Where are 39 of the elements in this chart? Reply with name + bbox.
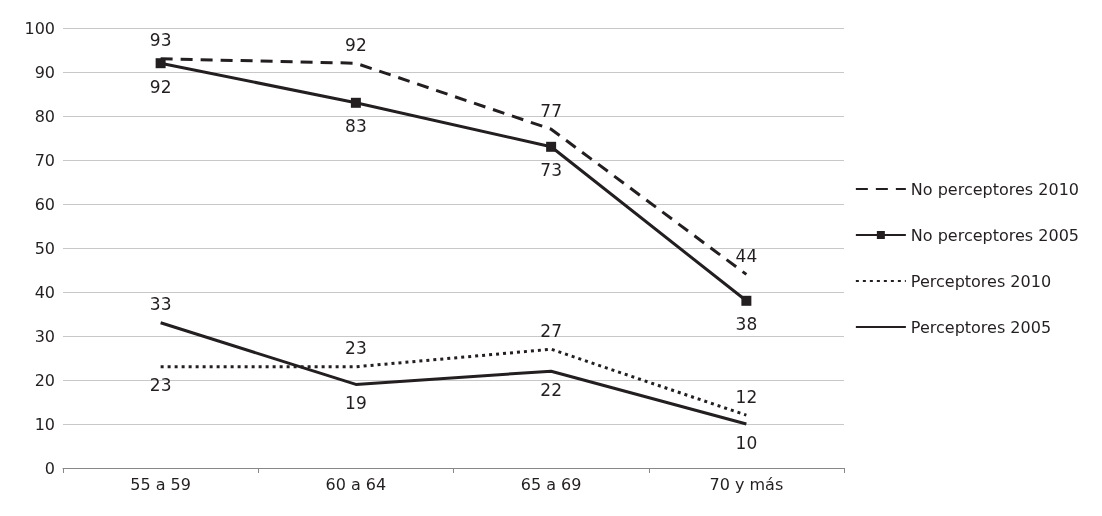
y-tick-label: 10 bbox=[34, 414, 55, 434]
y-tick-label: 70 bbox=[34, 150, 55, 170]
y-tick-label: 100 bbox=[24, 18, 55, 38]
data-label: 23 bbox=[149, 375, 172, 396]
y-tick-label: 90 bbox=[34, 62, 55, 82]
y-tick-label: 50 bbox=[34, 238, 55, 258]
y-tick-label: 80 bbox=[34, 106, 55, 126]
x-tick-label: 55 a 59 bbox=[130, 474, 191, 494]
y-tick-label: 30 bbox=[34, 326, 55, 346]
x-tick-label: 60 a 64 bbox=[325, 474, 387, 494]
data-label: 77 bbox=[540, 100, 562, 121]
y-tick-label: 20 bbox=[34, 370, 55, 390]
point bbox=[546, 141, 557, 152]
point bbox=[155, 58, 166, 69]
y-tick-label: 40 bbox=[34, 282, 55, 302]
data-label: 73 bbox=[540, 160, 562, 181]
data-label: 27 bbox=[540, 320, 562, 341]
point bbox=[350, 97, 361, 108]
point bbox=[741, 295, 752, 306]
data-label: 92 bbox=[149, 76, 172, 97]
data-label: 19 bbox=[345, 392, 367, 413]
data-label: 38 bbox=[735, 314, 758, 335]
y-tick-label: 0 bbox=[44, 458, 55, 478]
legend-label: No perceptores 2010 bbox=[910, 179, 1079, 199]
data-label: 22 bbox=[540, 379, 562, 400]
data-label: 92 bbox=[345, 34, 367, 55]
y-tick-label: 60 bbox=[34, 194, 55, 214]
legend-label: No perceptores 2005 bbox=[910, 225, 1079, 245]
data-label: 33 bbox=[149, 294, 172, 315]
x-tick-label: 65 a 69 bbox=[520, 474, 582, 494]
data-label: 10 bbox=[735, 432, 758, 453]
data-label: 12 bbox=[735, 386, 758, 407]
data-label: 83 bbox=[345, 116, 367, 137]
legend-label: Perceptores 2005 bbox=[910, 317, 1052, 337]
data-label: 93 bbox=[149, 30, 172, 51]
legend-label: Perceptores 2010 bbox=[910, 271, 1052, 291]
x-tick-label: 70 y más bbox=[709, 474, 784, 494]
data-label: 44 bbox=[735, 245, 758, 266]
data-label: 23 bbox=[345, 338, 367, 359]
